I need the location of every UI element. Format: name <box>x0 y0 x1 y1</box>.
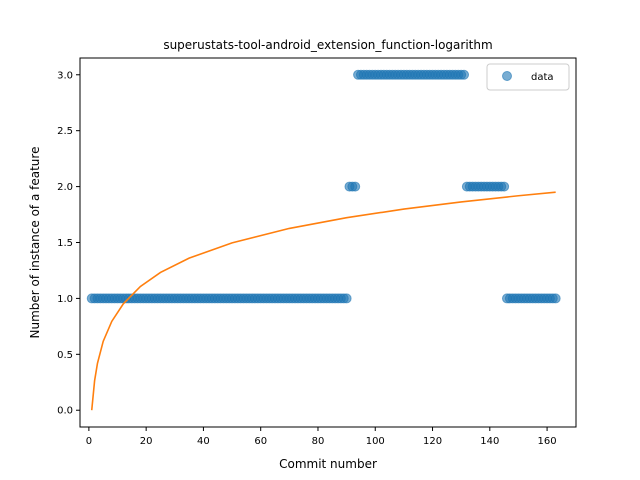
x-axis: 0 20 40 60 80 100 120 140 160 <box>86 427 557 447</box>
x-tick-label: 20 <box>140 436 153 447</box>
plot-area <box>86 69 561 411</box>
fit-line <box>90 191 556 411</box>
data-point <box>499 181 510 192</box>
data-point <box>550 293 561 304</box>
y-tick-label: 3.0 <box>57 70 73 81</box>
legend-marker-data <box>502 71 512 81</box>
y-tick-label: 2.5 <box>57 126 73 137</box>
x-tick-label: 120 <box>423 436 442 447</box>
x-tick-label: 60 <box>254 436 267 447</box>
legend-label-data: data <box>531 72 554 83</box>
y-tick-label: 1.0 <box>57 294 73 305</box>
x-axis-label: Commit number <box>279 457 377 471</box>
y-tick-label: 2.0 <box>57 182 73 193</box>
y-axis: 0.0 0.5 1.0 1.5 2.0 2.5 3.0 <box>57 70 80 417</box>
x-tick-label: 140 <box>480 436 499 447</box>
data-point <box>350 181 361 192</box>
y-tick-label: 0.5 <box>57 350 73 361</box>
x-tick-label: 100 <box>366 436 385 447</box>
x-tick-label: 80 <box>312 436 325 447</box>
data-point <box>341 293 352 304</box>
y-tick-label: 0.0 <box>57 406 73 417</box>
y-tick-label: 1.5 <box>57 238 73 249</box>
legend-box <box>486 63 570 91</box>
data-point <box>459 69 470 80</box>
x-tick-label: 160 <box>538 436 557 447</box>
chart-title: superustats-tool-android_extension_funct… <box>163 38 492 52</box>
x-tick-label: 40 <box>197 436 210 447</box>
y-axis-label: Number of instance of a feature <box>28 147 42 339</box>
x-tick-label: 0 <box>86 436 92 447</box>
legend: data <box>486 63 570 91</box>
